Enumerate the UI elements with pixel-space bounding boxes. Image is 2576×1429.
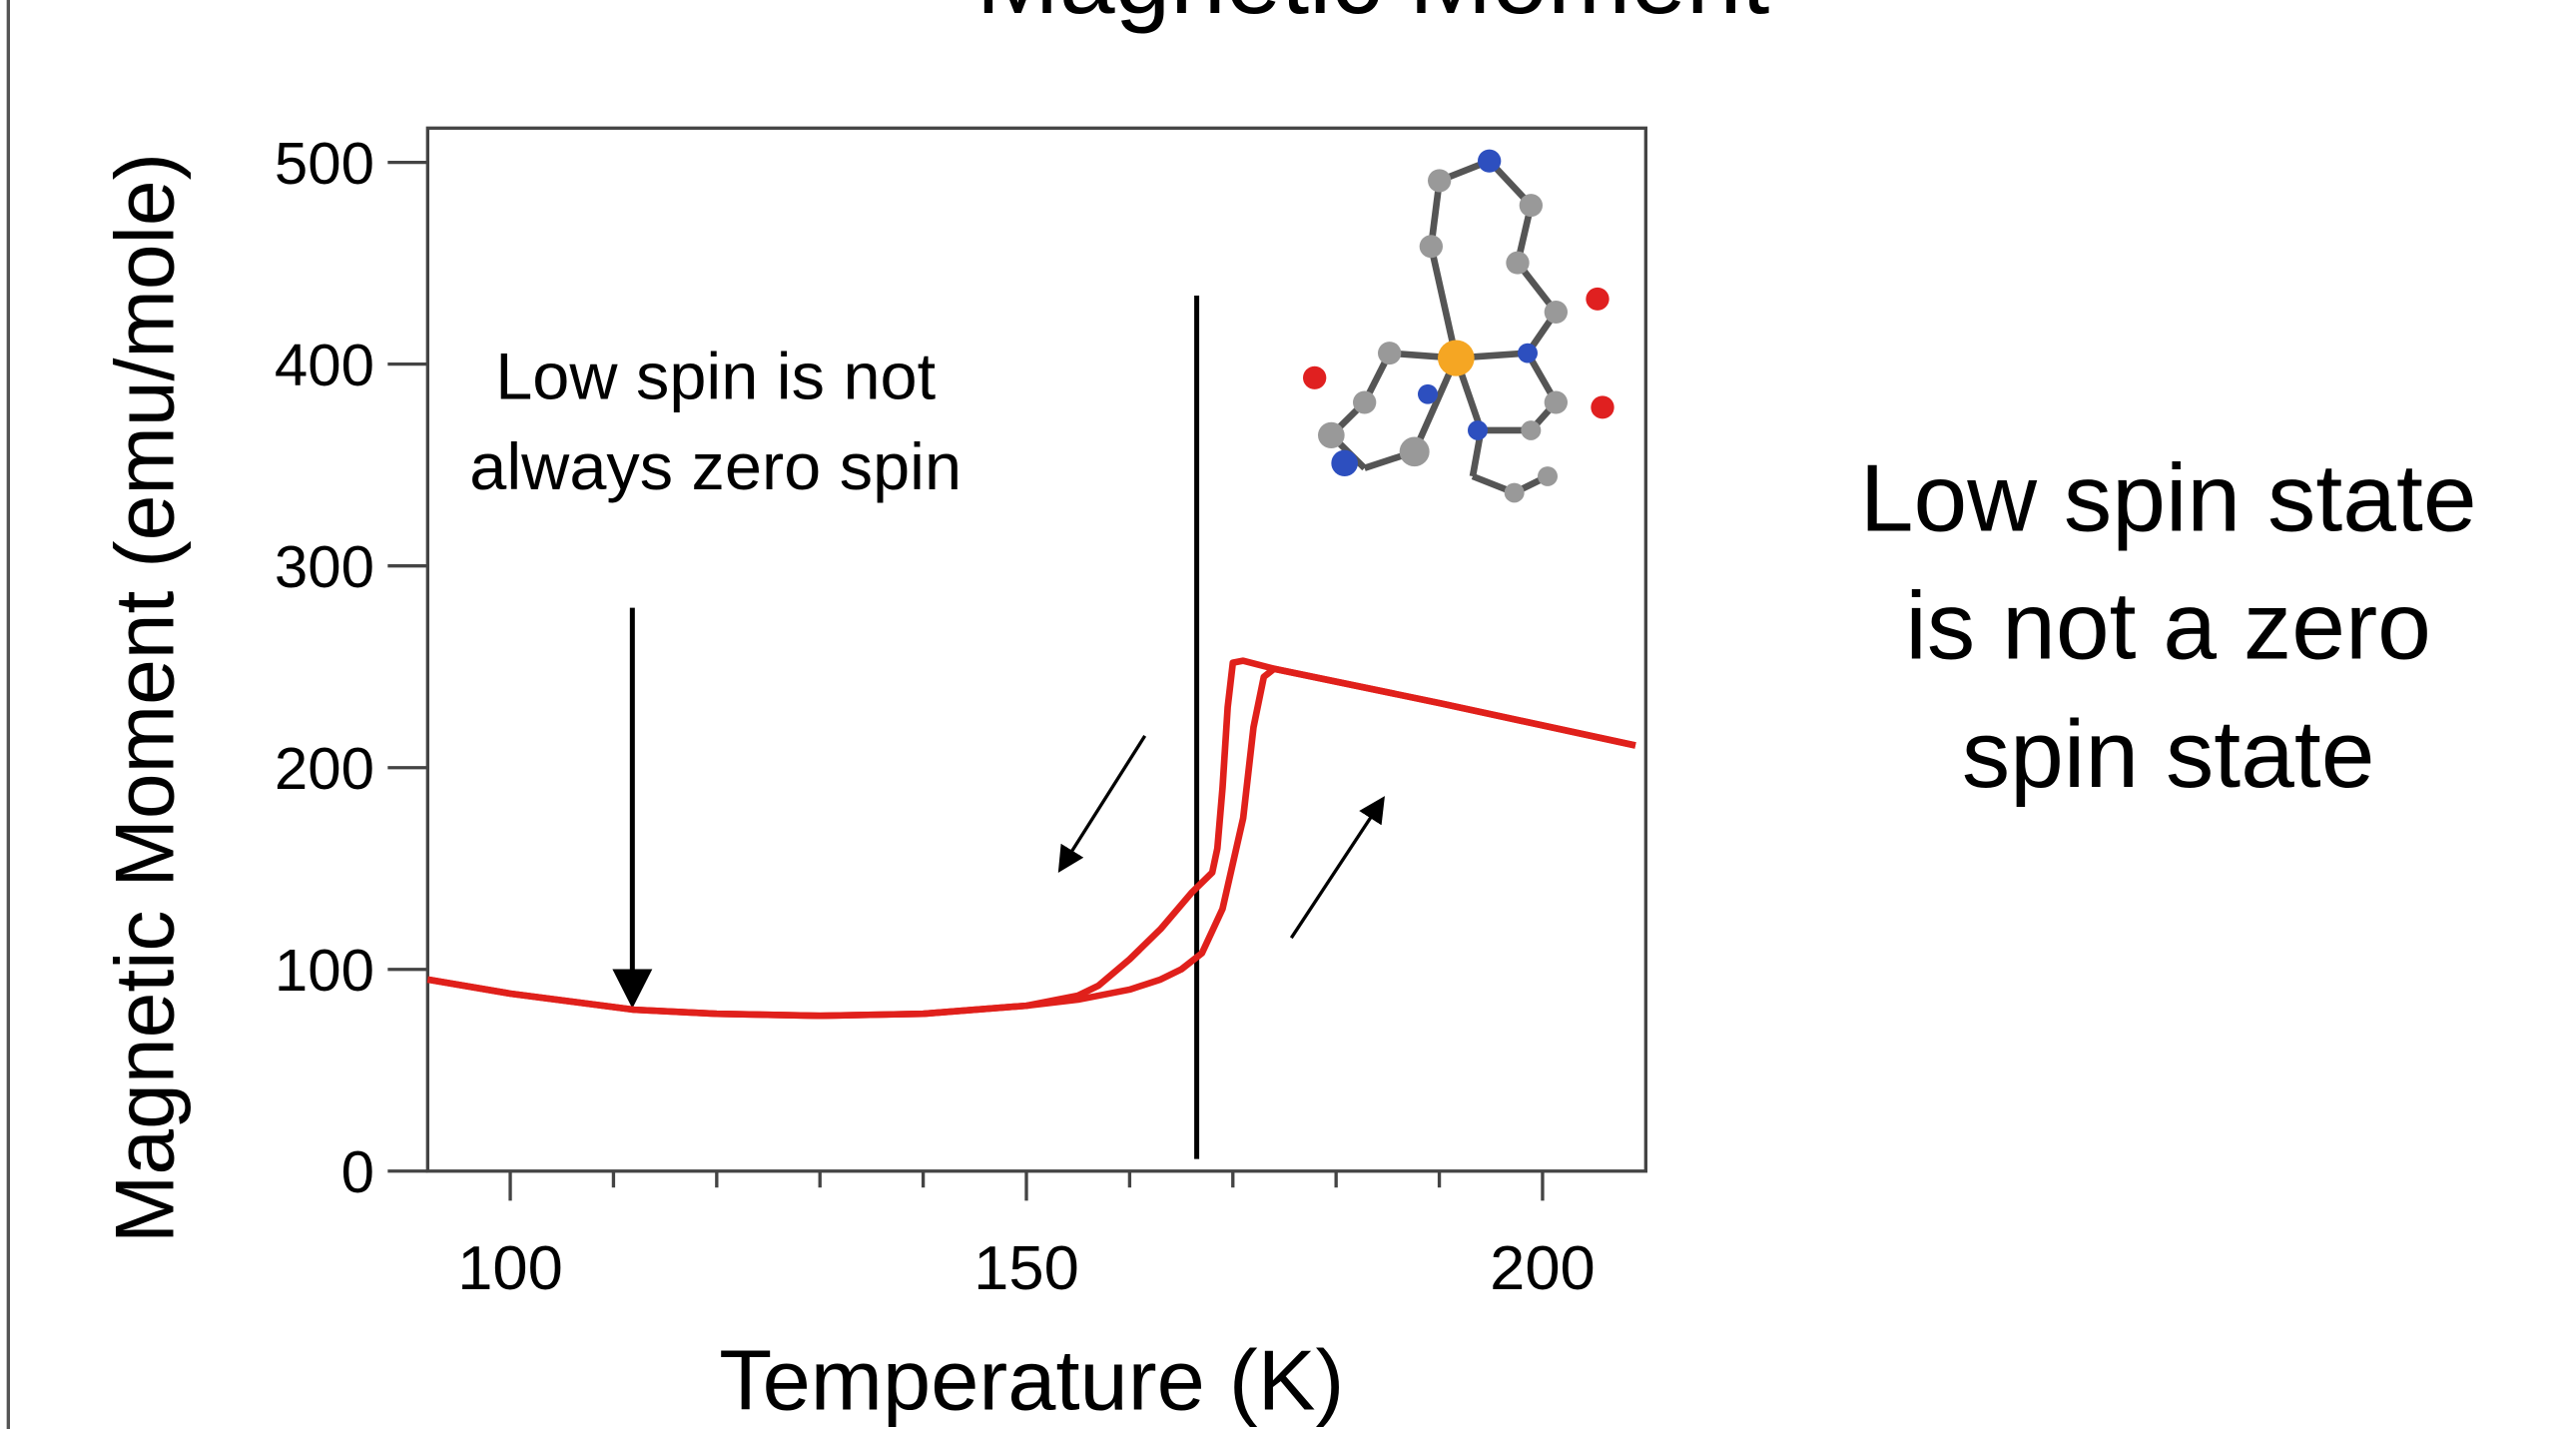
y-tick-label: 400	[275, 332, 374, 398]
y-tick-label: 500	[275, 130, 374, 197]
y-tick-label: 0	[341, 1139, 374, 1206]
chart-title: Magnetic Moment	[976, 0, 1770, 35]
x-tick-label: 150	[973, 1234, 1079, 1304]
arrow	[1291, 802, 1381, 939]
data-line	[427, 661, 1635, 1017]
molecule	[1303, 150, 1614, 503]
side-note: is not a zero	[1905, 573, 2430, 679]
plot-frame	[427, 128, 1645, 1170]
y-tick-label: 100	[275, 937, 374, 1004]
y-tick-label: 200	[275, 735, 374, 802]
side-note: Low spin state	[1860, 445, 2477, 551]
x-axis-label: Temperature (K)	[719, 1333, 1344, 1428]
data-line	[427, 669, 1635, 1016]
y-tick-label: 300	[275, 533, 374, 600]
slide: Magnetic Moment Magnetic Moment (emu/mol…	[0, 0, 2576, 1429]
x-tick-label: 200	[1490, 1234, 1596, 1304]
annotation: Low spin is not	[495, 341, 936, 414]
annotation: always zero spin	[469, 431, 962, 505]
x-tick-label: 100	[457, 1234, 563, 1304]
y-axis-label: Magnetic Moment (emu/mole)	[98, 153, 192, 1243]
side-note: spin state	[1962, 701, 2375, 807]
arrow	[1061, 736, 1144, 868]
